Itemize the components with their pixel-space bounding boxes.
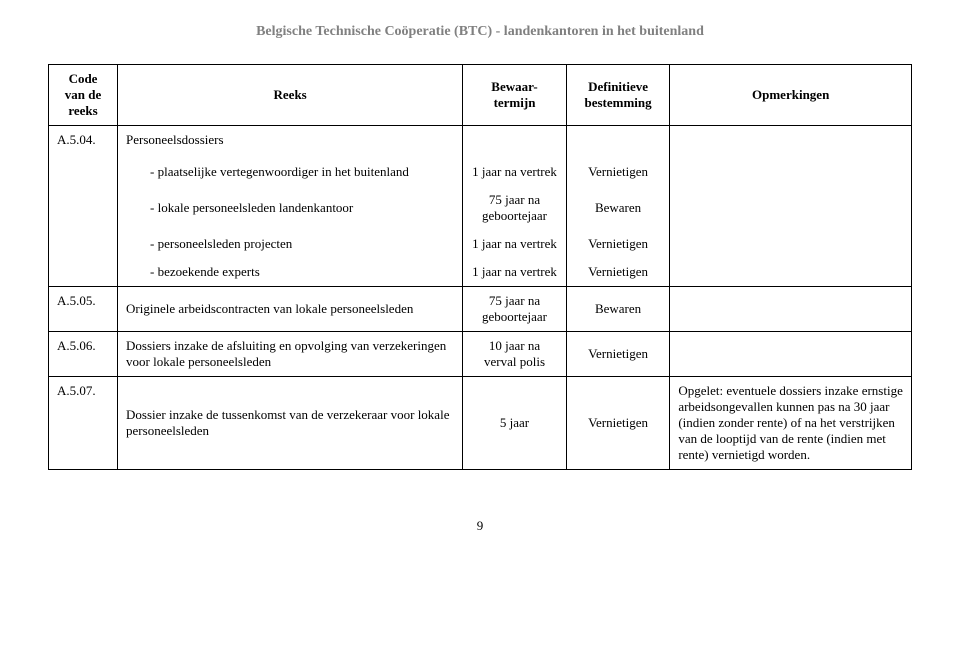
- table-row: A.5.07. Dossier inzake de tussenkomst va…: [49, 377, 912, 470]
- cell-sub-label: - personeelsleden projecten: [126, 236, 454, 252]
- cell-term: 1 jaar na vertrek: [463, 158, 567, 186]
- cell-term: 10 jaar na verval polis: [463, 332, 567, 377]
- col-header-bewaar: Bewaar-termijn: [463, 65, 567, 126]
- cell-dest: Vernietigen: [566, 158, 670, 186]
- cell-opm: [670, 287, 912, 332]
- col-header-definitief: Definitieve bestemming: [566, 65, 670, 126]
- page-number: 9: [48, 518, 912, 534]
- cell-title: Personeelsdossiers: [118, 126, 463, 155]
- cell-sub-label: - plaatselijke vertegenwoordiger in het …: [126, 164, 454, 180]
- cell-code: A.5.07.: [49, 377, 118, 470]
- cell-term: 75 jaar na geboortejaar: [463, 287, 567, 332]
- cell-term: 1 jaar na vertrek: [463, 230, 567, 258]
- cell-title: Dossier inzake de tussenkomst van de ver…: [118, 377, 463, 470]
- cell-code: A.5.04.: [49, 126, 118, 287]
- cell-dest: Vernietigen: [566, 332, 670, 377]
- cell-dest: Vernietigen: [566, 377, 670, 470]
- col-header-code: Code van de reeks: [49, 65, 118, 126]
- cell-opm: [670, 126, 912, 287]
- cell-title: Originele arbeidscontracten van lokale p…: [118, 287, 463, 332]
- cell-term: 1 jaar na vertrek: [463, 258, 567, 287]
- cell-term: 5 jaar: [463, 377, 567, 470]
- cell-opm: [670, 332, 912, 377]
- cell-term: 75 jaar na geboortejaar: [463, 186, 567, 230]
- document-header: Belgische Technische Coöperatie (BTC) - …: [48, 24, 912, 40]
- cell-dest: Bewaren: [566, 186, 670, 230]
- cell-dest: Bewaren: [566, 287, 670, 332]
- cell-code: A.5.05.: [49, 287, 118, 332]
- cell-dest: Vernietigen: [566, 230, 670, 258]
- table-header-row: Code van de reeks Reeks Bewaar-termijn D…: [49, 65, 912, 126]
- col-header-opmerkingen: Opmerkingen: [670, 65, 912, 126]
- cell-code: A.5.06.: [49, 332, 118, 377]
- table-row: A.5.05. Originele arbeidscontracten van …: [49, 287, 912, 332]
- cell-dest: Vernietigen: [566, 258, 670, 287]
- table-row: A.5.04. Personeelsdossiers: [49, 126, 912, 155]
- cell-title: Dossiers inzake de afsluiting en opvolgi…: [118, 332, 463, 377]
- cell-sub-label: - bezoekende experts: [126, 264, 454, 280]
- col-header-reeks: Reeks: [118, 65, 463, 126]
- table-row: A.5.06. Dossiers inzake de afsluiting en…: [49, 332, 912, 377]
- cell-opm: Opgelet: eventuele dossiers inzake ernst…: [670, 377, 912, 470]
- cell-sub-label: - lokale personeelsleden landenkantoor: [126, 200, 454, 216]
- cell-dest: [566, 126, 670, 155]
- archive-table: Code van de reeks Reeks Bewaar-termijn D…: [48, 64, 912, 470]
- cell-term: [463, 126, 567, 155]
